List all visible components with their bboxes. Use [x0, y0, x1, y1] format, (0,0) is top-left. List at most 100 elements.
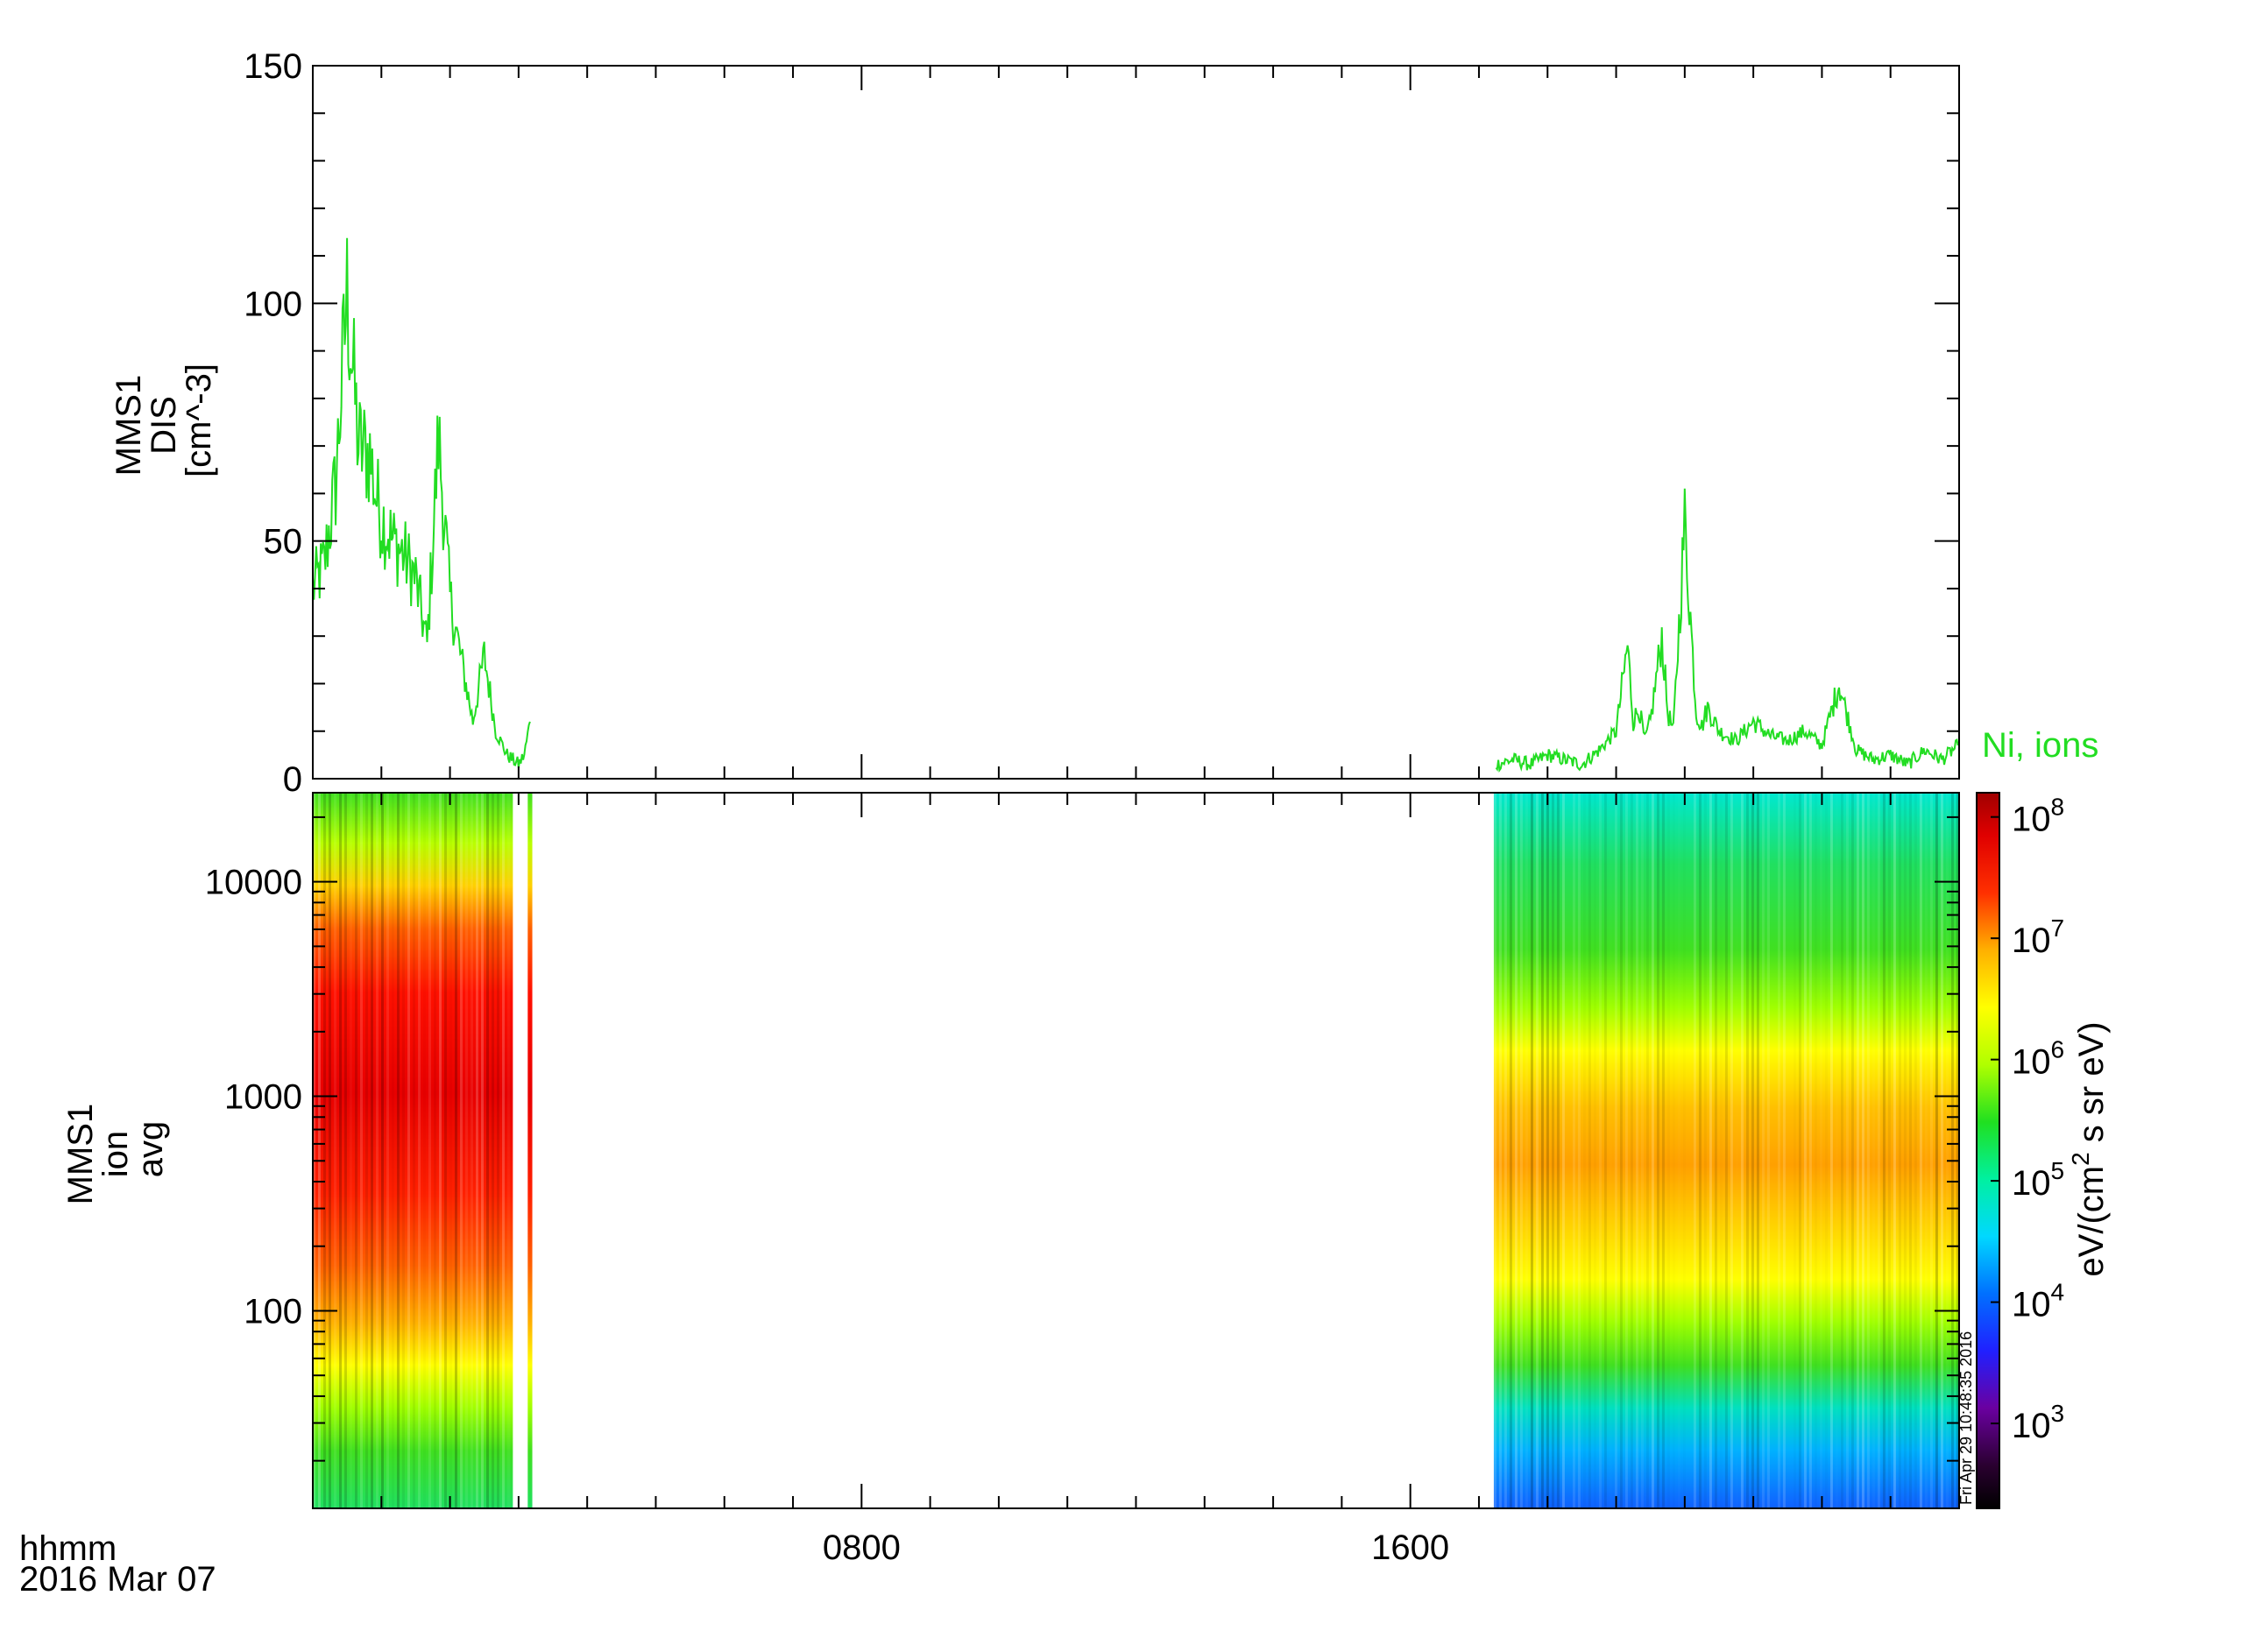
- spectrogram-streak: [1698, 793, 1702, 1508]
- ion-energy-spectrogram: [313, 793, 1959, 1508]
- density-y-tick-label: 100: [244, 285, 302, 323]
- spectrogram-streak: [1877, 793, 1880, 1508]
- spectrogram-streak: [1703, 793, 1707, 1508]
- spectrogram-streak: [1815, 793, 1817, 1508]
- spectrogram-streak: [1624, 793, 1628, 1508]
- legend-label: Ni, ions: [1982, 726, 2098, 765]
- spectrogram-streak: [1745, 793, 1749, 1508]
- spectrogram-streak: [1829, 793, 1833, 1508]
- spectrogram-streak: [1645, 793, 1649, 1508]
- density-ylabel-line-1: MMS1: [110, 375, 148, 477]
- colorbar-tick-label: 104: [2012, 1279, 2064, 1324]
- spectrogram-streak: [1714, 793, 1717, 1508]
- spectrogram-streak: [1845, 793, 1849, 1508]
- spectrogram-streak: [1588, 793, 1591, 1508]
- spectrogram-streak: [486, 793, 489, 1508]
- spectrogram-streak: [392, 793, 394, 1508]
- spectrogram-streak: [1519, 793, 1523, 1508]
- spectrogram-streak: [1693, 793, 1696, 1508]
- density-y-tick-label: 50: [264, 523, 303, 561]
- spectrogram-streak: [497, 793, 499, 1508]
- spectrogram-streak: [1861, 793, 1864, 1508]
- spectrogram-streak: [1766, 793, 1770, 1508]
- spectrogram-streak: [1893, 793, 1896, 1508]
- plot-timestamp: Fri Apr 29 10:48:35 2016: [1957, 1331, 1975, 1505]
- spectrogram-streak: [1640, 793, 1644, 1508]
- spectrogram-streak: [376, 793, 379, 1508]
- spectrogram-streak: [1594, 793, 1596, 1508]
- spectrogram-streak: [449, 793, 452, 1508]
- spectrogram-streak: [1498, 793, 1502, 1508]
- density-plot-frame: [312, 65, 1960, 780]
- spectrogram-streak: [350, 793, 352, 1508]
- spectrogram-streak: [1935, 793, 1938, 1508]
- spectrogram-streak: [1882, 793, 1886, 1508]
- spectrogram-streak: [471, 793, 473, 1508]
- density-line-segment: [1495, 488, 1959, 773]
- spectrogram-streak: [1836, 793, 1838, 1508]
- spectrogram-streak: [1661, 793, 1665, 1508]
- spectrogram-streak: [465, 793, 468, 1508]
- spectrogram-ylabel-line-1: MMS1: [61, 1104, 100, 1205]
- density-y-tick-label: 150: [244, 47, 302, 86]
- spectrogram-streak: [1940, 793, 1943, 1508]
- spectrogram-streak: [1730, 793, 1733, 1508]
- spectrogram-streak: [313, 793, 315, 1508]
- spectrogram-streak: [407, 793, 410, 1508]
- spectrogram-streak: [323, 793, 326, 1508]
- spectrogram-streak: [1919, 793, 1922, 1508]
- spectrogram-streak: [1530, 793, 1533, 1508]
- spectrogram-streak: [1724, 793, 1728, 1508]
- spectrogram-streak: [1887, 793, 1891, 1508]
- spectrogram-streak: [455, 793, 457, 1508]
- spectrogram-ylabel-line-2: ion: [96, 1131, 135, 1177]
- colorbar-scale: [1976, 792, 2000, 1509]
- x-axis-units-label: hhmm: [19, 1529, 117, 1568]
- spectrogram-streak: [1556, 793, 1560, 1508]
- spectrogram-y-ticks: 100 1000 10000: [205, 815, 1959, 1462]
- spectrogram-streak: [1924, 793, 1928, 1508]
- x-axis-corner-label: hhmm 2016 Mar 07: [19, 1529, 216, 1599]
- spectrogram-data-block: [1493, 793, 1959, 1508]
- ion-density-series: [312, 237, 1959, 773]
- x-tick-label: 0800: [823, 1528, 901, 1567]
- ion-spectrogram-panel: 100 1000 10000 MMS1 ion avg: [61, 792, 1960, 1509]
- spectrogram-streak: [1656, 793, 1659, 1508]
- colorbar-tick-label: 106: [2012, 1036, 2064, 1082]
- spectrogram-streak: [1709, 793, 1712, 1508]
- spectrogram-streak: [444, 793, 447, 1508]
- spectrogram-streak: [334, 793, 336, 1508]
- spectrogram-data-block: [313, 793, 513, 1508]
- spectrogram-streak: [1598, 793, 1602, 1508]
- spectrogram-streak: [344, 793, 347, 1508]
- spectrogram-streak: [1614, 793, 1617, 1508]
- spectrogram-streak: [339, 793, 342, 1508]
- colorbar-title: eV/(cm2 s sr eV): [2067, 1021, 2111, 1276]
- spectrogram-streak: [397, 793, 400, 1508]
- spectrogram-streak: [507, 793, 510, 1508]
- spectrogram-streak: [386, 793, 389, 1508]
- spectrogram-streak: [1736, 793, 1738, 1508]
- spectrogram-streak: [1825, 793, 1828, 1508]
- spectrogram-streak: [1540, 793, 1544, 1508]
- spectrogram-streak: [1908, 793, 1912, 1508]
- spectrogram-streak: [1903, 793, 1907, 1508]
- spectrogram-streak: [1872, 793, 1875, 1508]
- spectrogram-streak: [1673, 793, 1675, 1508]
- spectrogram-streak: [1856, 793, 1859, 1508]
- spectrogram-streak: [381, 793, 384, 1508]
- spectrogram-streak: [418, 793, 421, 1508]
- x-axis-date-label: 2016 Mar 07: [19, 1560, 216, 1599]
- spectrogram-streak: [492, 793, 494, 1508]
- spectrogram-streak: [1635, 793, 1638, 1508]
- spectrogram-streak: [1808, 793, 1812, 1508]
- spectrogram-streak: [1761, 793, 1765, 1508]
- x-tick-label: 1600: [1371, 1528, 1449, 1567]
- spectrogram-x-ticks: [380, 793, 1892, 1508]
- spectrogram-streak: [1956, 793, 1959, 1508]
- density-y-axis-title: MMS1 DIS [cm^-3]: [110, 364, 218, 477]
- spectrogram-streak: [1850, 793, 1854, 1508]
- spectrogram-streak: [439, 793, 442, 1508]
- spectrogram-streak: [1546, 793, 1549, 1508]
- spectrogram-streak: [1914, 793, 1917, 1508]
